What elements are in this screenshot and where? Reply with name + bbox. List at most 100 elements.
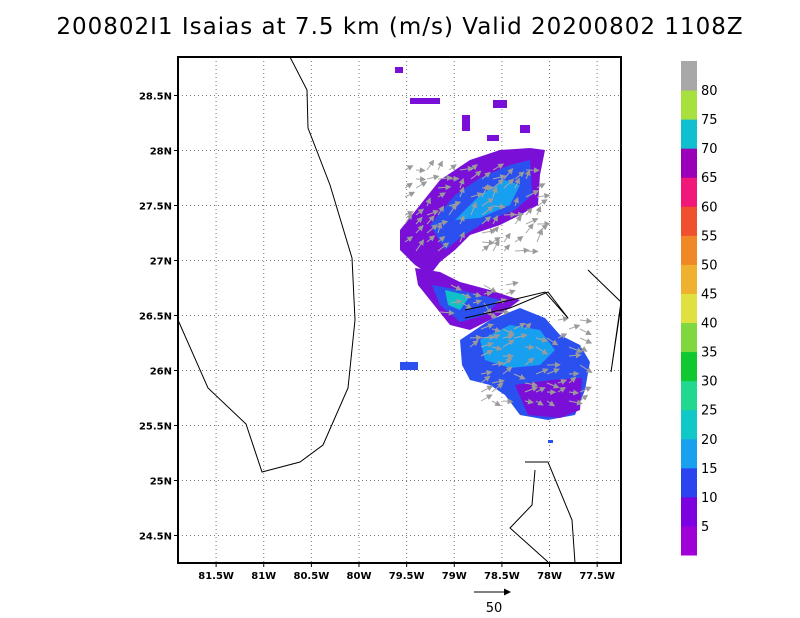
wind-vector [535,387,546,393]
colorbar-swatch [681,148,697,178]
wind-vector [525,223,534,234]
wind-vector [426,235,436,243]
wind-vector [459,231,465,243]
lat-tick-label: 28N [150,147,172,158]
wind-vector [450,298,463,305]
wind-vector [492,226,499,234]
wind-vector [480,334,496,341]
longitude-axis: 81.5W 81W 80.5W 80W 79.5W 79W 78.5W 78W 77.5W [198,563,615,582]
wind-vector [535,368,549,375]
wind-vector [535,346,549,355]
wind-vector [579,386,592,393]
colorbar-label: 70 [701,142,718,157]
wind-vector [404,213,413,225]
reference-vector-label: 50 [486,601,503,616]
lon-tick-label: 77.5W [579,571,615,582]
wind-vector [492,215,498,225]
wind-vector [503,211,517,218]
colorbar-swatch [681,380,697,411]
wind-vector [404,165,414,171]
colorbar-swatch [681,409,697,440]
wind-vector [491,360,505,367]
wind-vector [535,205,542,216]
wind-vector [513,196,520,207]
latitude-axis: 28.5N 28N 27.5N 27N 26.5N 26N 25.5N 25N 24.5N [139,92,178,543]
wind-patch [400,362,418,370]
florida-coastline [178,57,356,473]
wind-vectors [404,159,593,407]
wind-vector [480,369,493,376]
colorbar-swatch [681,467,697,498]
wind-vector [481,171,491,180]
wind-vector [415,167,426,174]
lon-tick-label: 81.5W [198,571,234,582]
colorbar-label: 5 [701,520,709,535]
lon-tick-label: 78W [537,571,562,582]
wind-vector [437,242,450,252]
wind-vector [568,399,583,406]
colorbar-label: 55 [701,229,718,244]
andros-coastline [525,461,576,563]
colorbar-swatch [681,525,697,556]
wind-vector [436,222,443,234]
wind-vector [480,394,493,402]
wind-vector [491,326,502,333]
colorbar-label: 30 [701,375,718,390]
wind-vector [492,239,500,252]
wind-vector [524,357,535,366]
wind-vector [492,203,506,210]
colorbar-label: 10 [701,491,718,506]
wind-vector [491,382,504,393]
lat-tick-label: 25.5N [139,422,172,433]
wind-vector [480,349,494,357]
lat-tick-label: 25N [150,477,172,488]
wind-vector [426,224,438,234]
colorbar-label: 35 [701,346,718,361]
colorbar-swatch [681,351,697,382]
lat-tick-label: 27N [150,257,172,268]
colorbar-label: 75 [701,113,718,128]
wind-vector [481,197,494,207]
wind-vector [426,209,440,216]
wind-vector [579,317,593,324]
lon-tick-label: 80.5W [294,571,330,582]
wind-patch [462,115,470,131]
wind-vector [437,205,445,216]
wind-vector [513,323,526,330]
wind-vector [461,292,472,299]
wind-vector [536,192,551,199]
wind-vector [472,299,483,305]
wind-patch [493,100,507,108]
wind-vector [470,164,478,171]
lat-tick-label: 27.5N [139,202,172,213]
wind-vector [480,375,491,384]
wind-vector [491,334,501,340]
wind-vector [437,235,446,243]
wind-vector [525,248,539,255]
wind-vector [469,340,479,348]
colorbar-label: 20 [701,433,718,448]
colorbar-label: 25 [701,404,718,419]
colorbar-swatch [681,61,697,91]
wind-patch [548,440,553,443]
wind-vector [461,302,473,309]
wind-vector [481,245,490,252]
wind-vector [557,333,568,339]
wind-vector [415,216,423,225]
colorbar-label: 65 [701,171,718,186]
wind-vector [437,175,453,182]
wind-vector [536,199,548,207]
wind-vector [535,399,544,406]
lat-tick-label: 28.5N [139,92,172,103]
wind-vector [437,192,446,199]
wind-vector [579,346,588,352]
colorbar-label: 80 [701,84,718,99]
wind-vector [535,336,549,343]
wind-vector [525,207,533,216]
wind-vector [546,337,559,346]
wind-vector [525,190,540,198]
wind-vector [505,280,519,287]
wind-vector [524,381,538,388]
wind-vector [404,191,416,198]
